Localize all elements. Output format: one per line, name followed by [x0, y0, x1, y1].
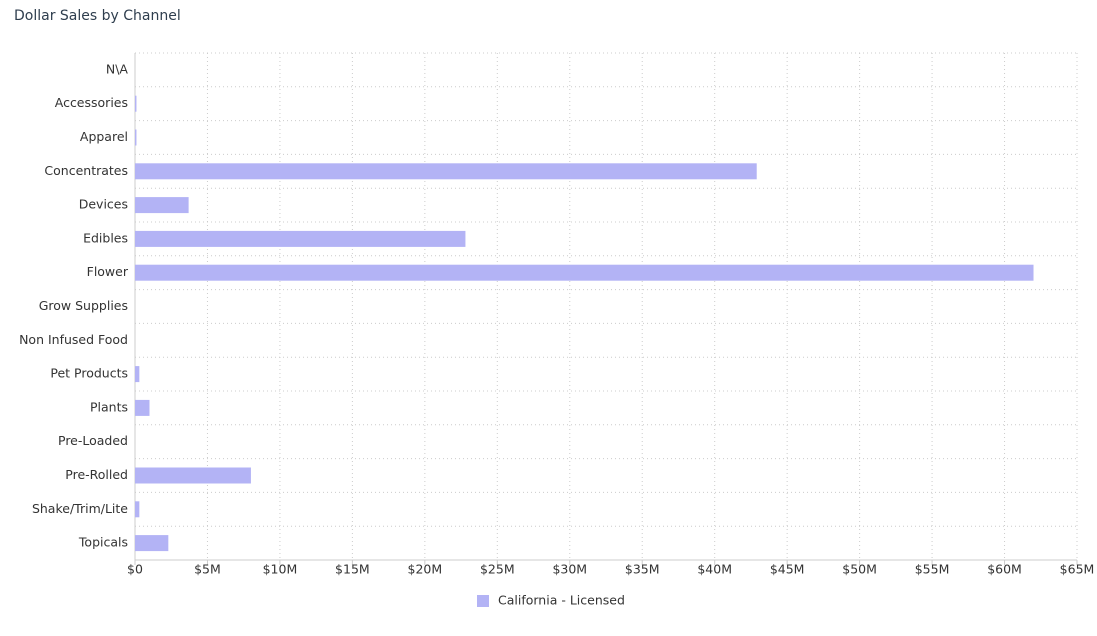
x-tick-label: $40M	[697, 562, 732, 577]
y-tick-label: Grow Supplies	[39, 298, 128, 313]
y-tick-label: Concentrates	[44, 163, 128, 178]
x-tick-label: $50M	[842, 562, 877, 577]
y-tick-label: Plants	[90, 399, 128, 414]
bar	[135, 501, 140, 518]
legend-swatch	[477, 595, 489, 607]
y-tick-label: N\A	[106, 61, 129, 76]
y-tick-label: Pre-Rolled	[65, 467, 128, 482]
bar	[135, 264, 1034, 281]
x-tick-label: $45M	[770, 562, 805, 577]
x-tick-label: $25M	[480, 562, 515, 577]
y-tick-label: Apparel	[80, 129, 128, 144]
y-tick-label: Flower	[87, 264, 129, 279]
y-tick-label: Accessories	[55, 95, 128, 110]
bar	[135, 197, 189, 214]
x-tick-label: $55M	[915, 562, 950, 577]
bar	[135, 129, 137, 146]
bar	[135, 366, 140, 383]
x-tick-label: $60M	[987, 562, 1022, 577]
x-tick-label: $35M	[625, 562, 660, 577]
x-tick-label: $10M	[263, 562, 298, 577]
bar	[135, 467, 251, 484]
y-tick-label: Topicals	[78, 535, 128, 550]
bar	[135, 535, 169, 552]
y-tick-label: Devices	[79, 197, 128, 212]
x-tick-label: $30M	[552, 562, 587, 577]
y-tick-label: Edibles	[83, 230, 128, 245]
chart-title: Dollar Sales by Channel	[14, 8, 181, 24]
x-tick-label: $0	[127, 562, 143, 577]
y-tick-label: Non Infused Food	[19, 332, 128, 347]
y-tick-label: Pet Products	[50, 366, 128, 381]
bar	[135, 230, 466, 247]
bar	[135, 95, 137, 112]
x-tick-label: $15M	[335, 562, 370, 577]
x-tick-label: $5M	[194, 562, 221, 577]
bar	[135, 163, 757, 180]
bar	[135, 399, 150, 416]
y-tick-label: Shake/Trim/Lite	[32, 501, 128, 516]
x-tick-label: $20M	[408, 562, 443, 577]
y-tick-label: Pre-Loaded	[58, 433, 128, 448]
x-tick-label: $65M	[1060, 562, 1095, 577]
legend-label: California - Licensed	[498, 593, 625, 608]
